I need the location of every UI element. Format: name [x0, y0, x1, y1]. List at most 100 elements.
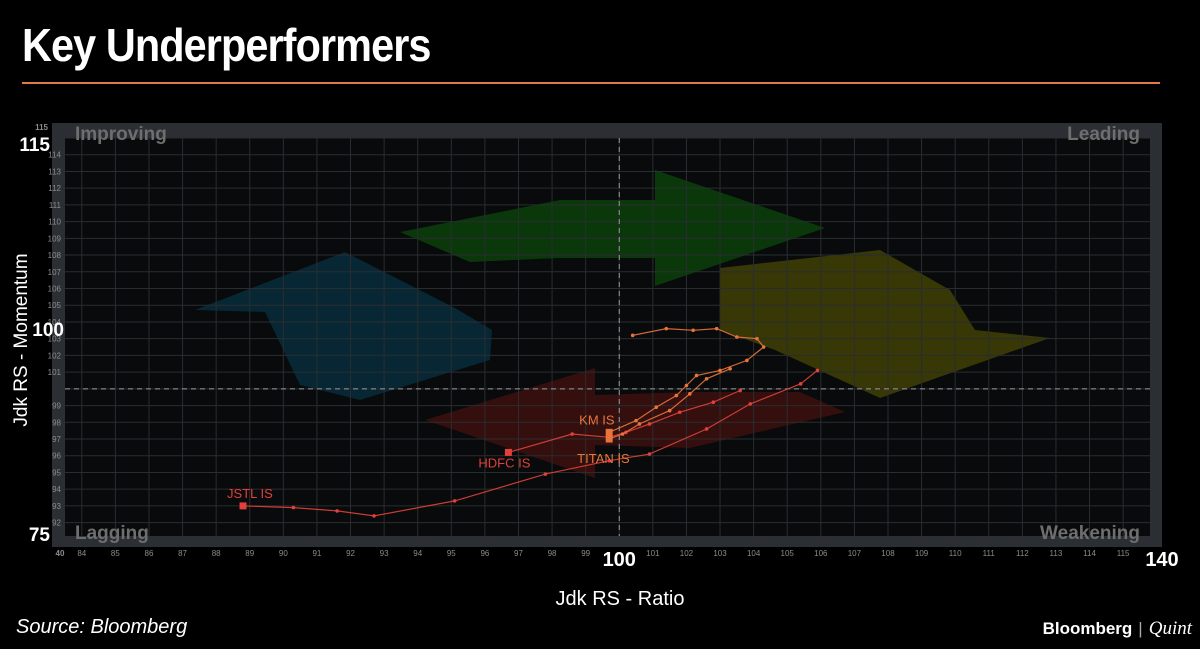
series-point-3-9 — [694, 373, 699, 378]
series-head-2 — [605, 435, 613, 443]
y-tick-label-14: 106 — [48, 285, 62, 294]
brand-logo: Bloomberg | Quint — [1043, 618, 1192, 640]
brand-separator: | — [1138, 619, 1143, 638]
y-tick-label-12: 104 — [48, 318, 62, 327]
y-tick-label-15: 107 — [48, 268, 62, 277]
chart-grid — [65, 137, 1150, 536]
series-point-3-4 — [735, 335, 739, 339]
series-point-3-10 — [684, 383, 689, 388]
series-titan-is: TITAN IS — [577, 366, 732, 466]
x-tick-label-19: 103 — [713, 549, 727, 558]
y-tick-label-21: 113 — [48, 167, 61, 176]
x-tick-label-26: 110 — [949, 549, 962, 558]
series-point-0-0 — [815, 368, 820, 373]
y-tick-label-7: 99 — [52, 402, 61, 411]
x-tick-label-0: 84 — [77, 549, 86, 558]
x-tick-label-20: 104 — [747, 549, 761, 558]
series-point-3-6 — [761, 345, 766, 349]
y-tick-label-17: 109 — [48, 234, 62, 243]
x-axis-center-label: 100 — [603, 549, 636, 571]
arrow-lagging — [425, 368, 845, 478]
series-label-3: KM IS — [579, 412, 615, 427]
x-tick-label-29: 113 — [1050, 549, 1063, 558]
quadrant-label-leading: Leading — [1067, 124, 1140, 145]
x-tick-label-12: 96 — [480, 549, 489, 558]
series-point-3-2 — [691, 328, 695, 333]
x-tick-label-13: 97 — [514, 549, 523, 558]
series-head-1 — [504, 448, 512, 456]
y-tick-label-5: 97 — [52, 435, 61, 444]
x-tick-label-1: 85 — [111, 549, 120, 558]
series-point-2-3 — [667, 408, 672, 413]
x-tick-label-8: 92 — [346, 549, 355, 558]
quadrant-label-lagging: Lagging — [75, 523, 149, 544]
series-point-0-9 — [335, 509, 339, 513]
x-tick-label-10: 94 — [413, 549, 422, 558]
x-tick-label-3: 87 — [178, 549, 187, 558]
series-point-2-2 — [687, 392, 692, 396]
x-axis-max-label: 140 — [1145, 549, 1178, 571]
y-axis-label-wrap: Jdk RS - Momentum — [2, 190, 42, 490]
x-tick-label-17: 101 — [646, 549, 660, 558]
y-tick-label-3: 95 — [52, 468, 61, 477]
series-label-1: HDFC IS — [478, 455, 530, 470]
series-km-is: KM IS — [579, 326, 766, 436]
x-tick-label-7: 91 — [312, 549, 321, 558]
tick-labels: 84 85 86 87 88 89 90 91 92 93 94 95 96 97 98 99 101 102 10… — [48, 151, 1130, 558]
series-label-0: JSTL IS — [227, 486, 273, 501]
y-tick-label-16: 108 — [48, 251, 62, 260]
y-axis-label: Jdk RS - Momentum — [11, 253, 32, 427]
series-point-3-3 — [714, 326, 719, 331]
y-axis-top-small-label: 115 — [35, 123, 48, 132]
series-point-0-4 — [647, 452, 652, 456]
x-tick-label-15: 99 — [581, 549, 590, 558]
x-tick-label-9: 93 — [380, 549, 389, 558]
series-point-3-12 — [654, 405, 659, 410]
y-tick-label-18: 110 — [48, 218, 61, 227]
series-line-1 — [508, 389, 741, 453]
series-point-1-1 — [711, 400, 716, 405]
y-tick-label-1: 93 — [52, 502, 61, 511]
series-label-2: TITAN IS — [577, 451, 630, 466]
series-hdfc-is: HDFC IS — [478, 388, 742, 470]
x-tick-label-6: 90 — [279, 549, 288, 558]
arrow-weakening — [720, 250, 1050, 398]
series-trails: JSTL IS HDFC IS TITAN IS KM IS — [227, 326, 820, 518]
y-tick-label-20: 112 — [48, 184, 61, 193]
axis-overlay-labels: 115 115 100 75 40 100 140 — [19, 123, 1178, 571]
page-title: Key Underperformers — [22, 19, 431, 71]
series-point-2-0 — [728, 366, 732, 371]
x-tick-label-25: 109 — [915, 549, 929, 558]
source-note: Source: Bloomberg — [16, 616, 188, 638]
series-point-3-11 — [674, 393, 679, 398]
x-tick-label-11: 95 — [447, 549, 456, 558]
series-point-0-5 — [607, 458, 611, 463]
series-point-1-3 — [647, 422, 652, 426]
y-tick-label-13: 105 — [48, 301, 62, 310]
series-point-0-3 — [704, 427, 709, 431]
x-tick-label-24: 108 — [881, 549, 895, 558]
x-axis-label: Jdk RS - Ratio — [555, 588, 685, 610]
series-head-0 — [239, 502, 247, 510]
brand-secondary: Quint — [1148, 618, 1192, 639]
series-point-3-7 — [745, 358, 749, 363]
series-point-0-1 — [798, 382, 803, 386]
series-point-2-4 — [637, 422, 642, 426]
x-tick-label-5: 89 — [245, 549, 254, 558]
y-tick-label-0: 92 — [52, 519, 61, 528]
x-tick-label-4: 88 — [212, 549, 221, 558]
x-tick-label-31: 115 — [1117, 549, 1130, 558]
series-point-3-8 — [718, 368, 722, 373]
series-point-3-5 — [755, 336, 759, 341]
brand-primary: Bloomberg — [1042, 619, 1133, 638]
series-point-0-10 — [291, 505, 296, 510]
x-tick-label-2: 86 — [145, 549, 154, 558]
series-point-0-2 — [748, 402, 753, 406]
y-tick-label-9: 101 — [48, 368, 62, 377]
quadrant-label-weakening: Weakening — [1040, 523, 1140, 544]
x-tick-label-23: 107 — [848, 549, 862, 558]
series-point-1-2 — [677, 410, 682, 415]
y-tick-label-2: 94 — [52, 485, 61, 494]
x-axis-min-label: 40 — [56, 549, 65, 558]
x-tick-label-27: 111 — [983, 549, 996, 558]
